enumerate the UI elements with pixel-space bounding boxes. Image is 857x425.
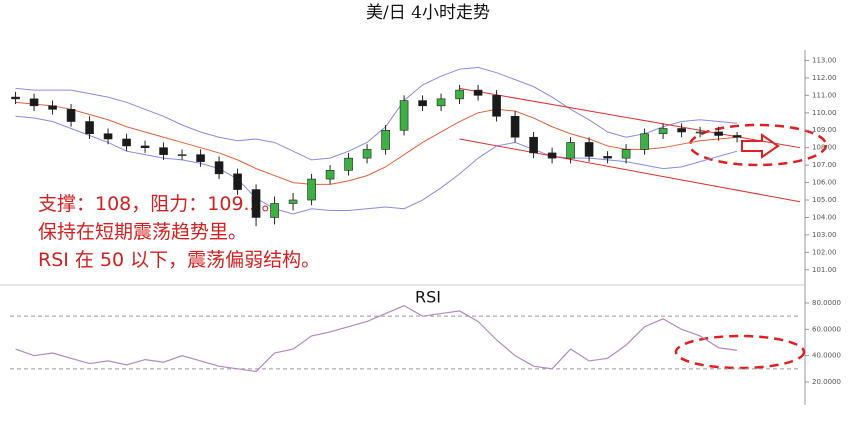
candle-body — [66, 109, 76, 122]
y-tick-label: 107.00 — [812, 161, 837, 169]
candle-body — [362, 149, 372, 159]
y-tick-label: 110.00 — [812, 109, 837, 117]
band-line — [15, 101, 738, 185]
y-tick-label: 113.00 — [812, 56, 837, 64]
candle-body — [547, 152, 557, 159]
candle-body — [29, 98, 39, 107]
y-tick-label: 20.0000 — [812, 378, 841, 386]
candle-body — [584, 142, 594, 157]
candle-body — [233, 173, 242, 190]
candle-body — [288, 199, 298, 204]
candle-body — [658, 128, 668, 135]
candle-body — [418, 100, 427, 107]
candle-body — [159, 147, 168, 155]
candle-body — [529, 136, 538, 154]
chart-title: 美/日 4小时走势 — [366, 3, 490, 23]
candle-body — [325, 170, 335, 180]
trend-line — [459, 87, 801, 149]
candle-body — [344, 157, 353, 171]
candle-body — [492, 95, 501, 117]
annotation-block: 支撑：108，阻力：109.5。 保持在短期震荡趋势里。 RSI 在 50 以下… — [38, 193, 320, 271]
y-tick-label: 109.00 — [812, 126, 837, 134]
candle-body — [436, 98, 446, 107]
rsi-line — [15, 304, 738, 373]
candle-body — [677, 128, 686, 133]
y-tick-label: 102.00 — [812, 248, 837, 256]
arrow — [741, 133, 780, 159]
candle-body — [103, 133, 113, 140]
y-tick-label: 40.0000 — [812, 352, 841, 360]
candle-body — [510, 115, 520, 138]
candle-body — [307, 178, 316, 201]
candle-body — [473, 89, 483, 96]
y-tick-label: 106.00 — [812, 179, 837, 187]
candle-body — [695, 131, 705, 134]
annotation: 支撑：108，阻力：109.5。 — [38, 193, 281, 215]
candle-body — [48, 105, 57, 110]
y-tick-label: 104.00 — [812, 213, 837, 221]
band-line — [15, 66, 738, 161]
y-tick-label: 103.00 — [812, 231, 837, 239]
candle-body — [603, 156, 612, 159]
candle-body — [566, 142, 575, 159]
candle-body — [399, 100, 409, 131]
annotation: 保持在短期震荡趋势里。 — [38, 221, 247, 243]
y-tick-label: 101.00 — [812, 266, 837, 274]
panel-title: RSI — [415, 288, 441, 307]
candle-body — [455, 89, 464, 100]
candle-body — [85, 121, 94, 135]
y-tick-label: 60.0000 — [812, 325, 841, 333]
trend-line — [459, 138, 801, 203]
highlight-ellipse — [674, 334, 806, 370]
candle-body — [214, 161, 224, 175]
y-tick-label: 108.00 — [812, 144, 837, 152]
band-line — [15, 115, 738, 215]
y-tick-label: 105.00 — [812, 196, 837, 204]
candle-body — [732, 135, 742, 138]
annotation: RSI 在 50 以下，震荡偏弱结构。 — [38, 249, 320, 271]
candle-body — [122, 138, 131, 147]
candle-body — [270, 203, 279, 218]
y-tick-label: 80.0000 — [812, 299, 841, 307]
y-tick-label: 111.00 — [812, 91, 837, 99]
candle-body — [11, 96, 20, 100]
candle-body — [621, 149, 631, 159]
candle-body — [640, 133, 649, 150]
candle-body — [251, 189, 261, 218]
candle-body — [177, 154, 187, 156]
y-tick-label: 112.00 — [812, 74, 837, 82]
candle-body — [140, 145, 150, 148]
candle-body — [381, 129, 390, 150]
highlight-ellipse — [688, 123, 828, 167]
candle-body — [714, 131, 723, 136]
candle-body — [196, 154, 205, 162]
